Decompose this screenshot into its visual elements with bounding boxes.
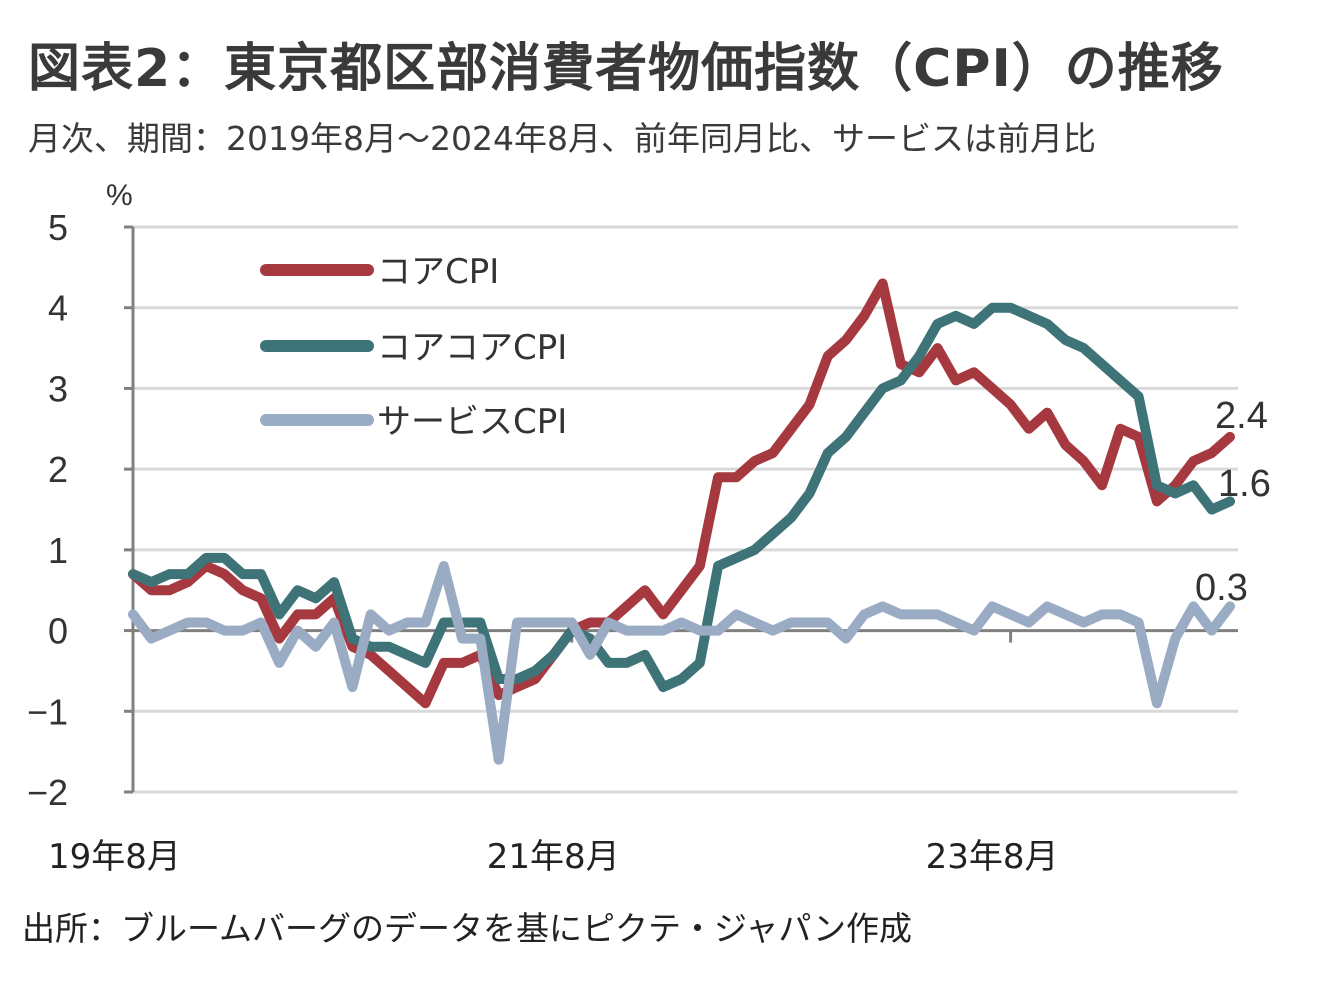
y-tick-label: −2 (27, 772, 68, 813)
end-value-label: 0.3 (1195, 567, 1248, 609)
end-value-label: 1.6 (1218, 463, 1271, 505)
gridlines (133, 225, 1238, 794)
axes (124, 225, 1238, 794)
x-axis-ticks: 19年8月 21年8月 23年8月 (48, 837, 1059, 877)
chart-title: 図表2：東京都区部消費者物価指数（CPI）の推移 (28, 39, 1224, 99)
legend-label: コアコアCPI (377, 328, 567, 368)
y-axis-unit-label: % (106, 179, 133, 212)
y-tick-label: 0 (48, 611, 68, 652)
source-note: 出所：ブルームバーグのデータを基にピクテ・ジャパン作成 (22, 909, 913, 948)
legend: コアCPI コアコアCPI サービスCPI (260, 252, 567, 442)
x-tick-label: 21年8月 (487, 837, 620, 877)
y-tick-label: −1 (27, 691, 68, 732)
y-axis-ticks: 5 4 3 2 1 0 −1 −2 (27, 207, 68, 813)
legend-label: コアCPI (377, 252, 499, 292)
series-lines (128, 278, 1235, 765)
y-tick-label: 2 (48, 449, 68, 490)
y-tick-label: 5 (48, 207, 68, 248)
legend-label: サービスCPI (377, 402, 567, 442)
y-tick-label: 4 (48, 288, 68, 329)
y-tick-label: 1 (48, 530, 68, 571)
end-value-label: 2.4 (1215, 395, 1268, 437)
end-value-labels: 2.4 1.6 0.3 (1195, 395, 1271, 609)
y-tick-label: 3 (48, 368, 68, 409)
x-tick-label: 23年8月 (926, 837, 1059, 877)
chart-subtitle: 月次、期間：2019年8月～2024年8月、前年同月比、サービスは前月比 (28, 119, 1096, 158)
x-tick-label: 19年8月 (48, 837, 181, 877)
